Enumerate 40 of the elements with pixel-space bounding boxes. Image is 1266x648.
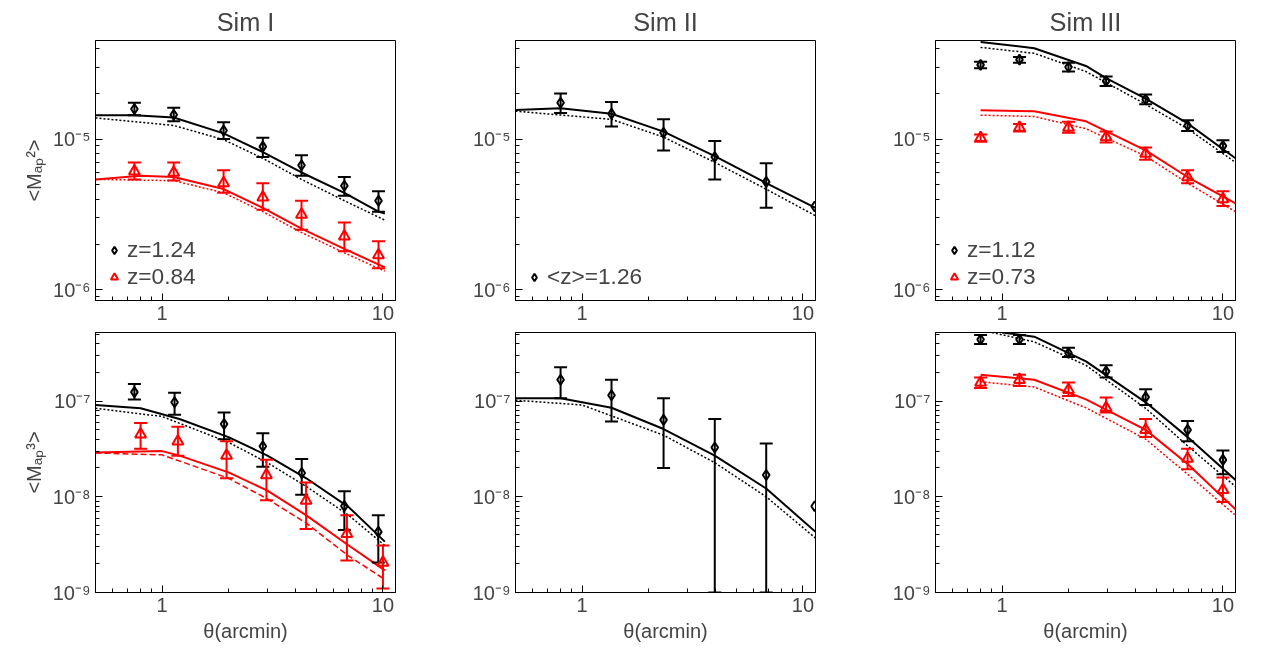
y-tick-label: 10⁻⁹ — [892, 581, 931, 604]
x-tick-label: 10 — [1211, 301, 1235, 324]
legend-label: z=0.73 — [967, 263, 1036, 290]
chart-title: Sim III — [1049, 7, 1122, 36]
x-axis-title: θ(arcmin) — [203, 619, 288, 642]
y-axis-title: <Mₐₚ²> — [22, 139, 46, 202]
y-tick-label: 10⁻⁷ — [894, 390, 931, 413]
y-tick-label: 10⁻⁸ — [892, 485, 931, 508]
y-tick-label: 10⁻⁹ — [472, 581, 511, 604]
y-axis-title: <Mₐₚ³> — [22, 431, 46, 494]
legend-label: z=1.24 — [127, 236, 196, 263]
x-axis-title: θ(arcmin) — [1043, 619, 1128, 642]
y-tick-label: 10⁻⁷ — [474, 390, 511, 413]
y-tick-label: 10⁻⁸ — [52, 485, 91, 508]
x-axis-title: θ(arcmin) — [623, 619, 708, 642]
legend-label: <z>=1.26 — [547, 263, 643, 290]
x-tick-label: 1 — [996, 593, 1008, 616]
x-tick-label: 10 — [371, 593, 395, 616]
x-tick-label: 10 — [1211, 593, 1235, 616]
chart-title: Sim I — [216, 7, 275, 36]
chart-title: Sim II — [633, 7, 698, 36]
x-tick-label: 1 — [576, 301, 588, 324]
y-tick-label: 10⁻⁸ — [472, 485, 511, 508]
legend-label: z=1.12 — [967, 236, 1036, 263]
y-tick-label: 10⁻⁶ — [53, 278, 91, 301]
x-tick-label: 1 — [996, 301, 1008, 324]
y-tick-label: 10⁻⁷ — [54, 390, 91, 413]
y-tick-label: 10⁻⁶ — [473, 278, 511, 301]
x-tick-label: 10 — [791, 593, 815, 616]
y-tick-label: 10⁻⁵ — [892, 128, 931, 151]
x-tick-label: 1 — [576, 593, 588, 616]
legend-label: z=0.84 — [127, 263, 196, 290]
y-tick-label: 10⁻⁵ — [472, 128, 511, 151]
y-tick-label: 10⁻⁹ — [52, 581, 91, 604]
x-tick-label: 10 — [791, 301, 815, 324]
y-tick-label: 10⁻⁵ — [52, 128, 91, 151]
x-tick-label: 1 — [156, 301, 168, 324]
x-tick-label: 10 — [371, 301, 395, 324]
x-tick-label: 1 — [156, 593, 168, 616]
y-tick-label: 10⁻⁶ — [893, 278, 931, 301]
